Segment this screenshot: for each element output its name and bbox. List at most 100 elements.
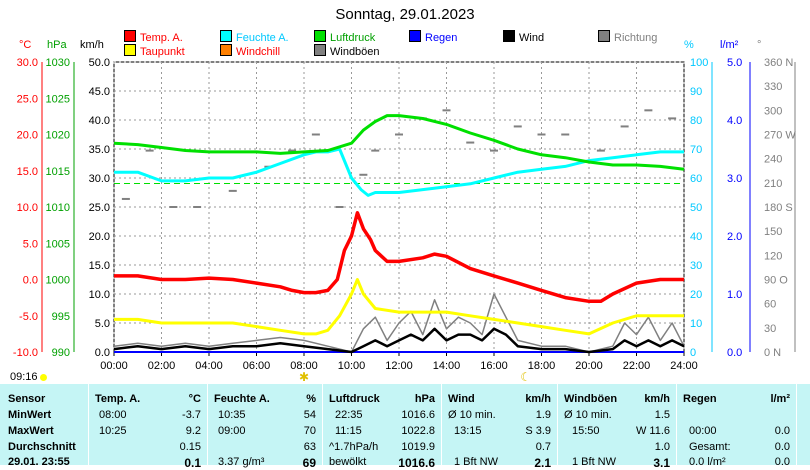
table-col-feuchte: Feuchte A. % 10:35 54 09:00 70 63 3.37 g… — [208, 384, 323, 470]
legend-label: Regen — [425, 32, 458, 44]
series-luftdruck — [113, 114, 685, 171]
direction-tick-label: 240 — [764, 154, 782, 166]
sunrise-icon: ✱ — [299, 370, 309, 384]
wind-tick-label: 20.0 — [89, 231, 110, 243]
row-label-sensor: Sensor — [8, 393, 46, 405]
row-label-avg: Durchschnitt — [8, 441, 76, 453]
summary-table: Sensor MinWert MaxWert Durchschnitt 29.0… — [0, 384, 810, 470]
feuchte-min-time: 10:35 — [218, 409, 246, 421]
direction-point — [121, 197, 130, 200]
legend-swatch — [409, 30, 421, 42]
rain-tick-label: 3.0 — [727, 173, 742, 185]
legend-swatch — [314, 44, 326, 56]
legend-swatch — [314, 30, 326, 42]
rain-axis-header: l/m² — [720, 39, 739, 51]
regen-total-label: Gesamt: — [689, 441, 731, 453]
feuchte-unit: % — [306, 393, 316, 405]
pressure-tick-label: 995 — [52, 311, 70, 323]
pressure-tick-label: 990 — [52, 347, 70, 359]
legend-label: Windchill — [236, 46, 281, 58]
direction-tick-label: 90 O — [764, 275, 788, 287]
x-tick-label: 12:00 — [385, 360, 413, 372]
wind-avg-value: 0.7 — [535, 441, 551, 453]
legend-label: Feuchte A. — [236, 32, 289, 44]
table-col-luftdruck: Luftdruck hPa 22:35 1016.6 11:15 1022.8 … — [323, 384, 442, 470]
legend-item: Wind — [503, 30, 544, 44]
humidity-tick-label: 100 — [690, 57, 708, 69]
boeen-avg-value: 1.0 — [654, 441, 670, 453]
direction-tick-label: 150 — [764, 226, 782, 238]
temp-axis-header: °C — [19, 39, 32, 51]
direction-point — [596, 149, 605, 152]
direction-tick-label: 210 — [764, 178, 782, 190]
direction-tick-label: 270 W — [764, 130, 796, 142]
humidity-tick-label: 70 — [690, 144, 702, 156]
rain-tick-label: 4.0 — [727, 115, 742, 127]
direction-point — [513, 125, 522, 128]
humidity-tick-label: 80 — [690, 115, 702, 127]
direction-point — [311, 133, 320, 136]
wind-header: Wind — [448, 393, 475, 405]
sunset-icon: ☾ — [520, 370, 531, 384]
feuchte-max-time: 09:00 — [218, 425, 246, 437]
luftdruck-header: Luftdruck — [329, 393, 380, 405]
direction-tick-label: 360 N — [764, 57, 793, 69]
temp-tick-label: -5.0 — [19, 311, 38, 323]
temp-tick-label: 10.0 — [17, 202, 38, 214]
wind-tick-label: 35.0 — [89, 144, 110, 156]
direction-point — [169, 206, 178, 208]
row-label-current: 29.01. 23:55 — [8, 456, 70, 468]
series-wind — [113, 327, 685, 354]
luftdruck-trend: ^1.7hPa/h — [329, 441, 379, 453]
x-tick-label: 16:00 — [480, 360, 508, 372]
rain-tick-label: 5.0 — [727, 57, 742, 69]
humidity-tick-label: 30 — [690, 260, 702, 272]
luftdruck-min-value: 1016.6 — [401, 409, 435, 421]
wind-axis-header: km/h — [80, 39, 104, 51]
temp-tick-label: 30.0 — [17, 57, 38, 69]
rain-tick-label: 1.0 — [727, 289, 742, 301]
wind-current-value: 2.1 — [534, 456, 551, 470]
legend-label: Luftdruck — [330, 32, 376, 44]
series-temp-a — [114, 211, 684, 304]
humidity-tick-label: 10 — [690, 318, 702, 330]
legend-item: Luftdruck — [314, 30, 375, 44]
x-tick-label: 18:00 — [528, 360, 556, 372]
regen-current-value: 0.0 — [774, 456, 790, 468]
x-tick-label: 08:00 — [290, 360, 318, 372]
x-tick-label: 10:00 — [338, 360, 366, 372]
direction-point — [359, 173, 368, 176]
wind-tick-label: 25.0 — [89, 202, 110, 214]
legend-swatch — [124, 30, 136, 42]
legend-item: Regen — [409, 30, 457, 44]
legend-swatch — [598, 30, 610, 42]
table-col-temp: Temp. A. °C 08:00 -3.7 10:25 9.2 0.15 0.… — [89, 384, 208, 470]
pressure-axis-header: hPa — [47, 39, 67, 51]
temp-max-value: 9.2 — [185, 425, 201, 437]
direction-point — [466, 141, 475, 144]
x-tick-label: 02:00 — [148, 360, 176, 372]
direction-point — [371, 149, 380, 152]
x-tick-label: 20:00 — [575, 360, 603, 372]
temp-tick-label: -10.0 — [13, 347, 38, 359]
direction-point — [193, 206, 202, 208]
legend-swatch — [220, 30, 232, 42]
time-marker-label: 09:16 — [10, 371, 38, 383]
series-feuchte-a — [114, 147, 684, 197]
wind-max-time: 13:15 — [454, 425, 482, 437]
legend-swatch — [220, 44, 232, 56]
temp-header: Temp. A. — [95, 393, 141, 405]
wind-min-value: 1.9 — [535, 409, 551, 421]
boeen-unit: km/h — [644, 393, 670, 405]
wind-tick-label: 30.0 — [89, 173, 110, 185]
direction-point — [442, 109, 451, 112]
direction-tick-label: 120 — [764, 250, 782, 262]
table-col-regen: Regen l/m² 00:00 0.0 Gesamt: 0.0 0.0 l/m… — [677, 384, 797, 468]
boeen-max-time: 15:50 — [572, 425, 600, 437]
table-col-labels: Sensor MinWert MaxWert Durchschnitt 29.0… — [0, 384, 89, 468]
table-col-boeen: Windböen km/h Ø 10 min. 1.5 15:50 W 11.6… — [558, 384, 677, 470]
humidity-tick-label: 50 — [690, 202, 702, 214]
table-col-wind: Wind km/h Ø 10 min. 1.9 13:15 S 3.9 0.7 … — [442, 384, 558, 470]
legend-item: Windböen — [314, 44, 380, 58]
luftdruck-forecast: bewölkt — [329, 456, 367, 468]
